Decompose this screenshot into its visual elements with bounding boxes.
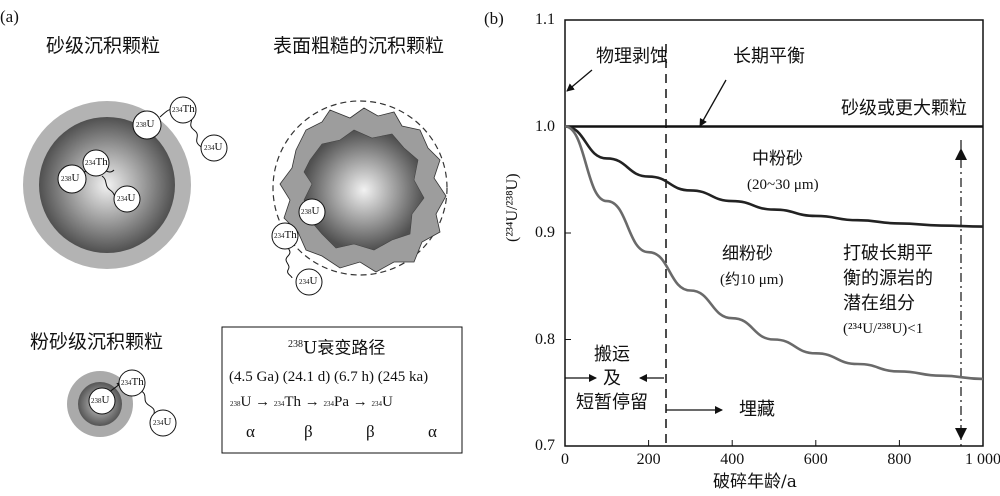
- sand-series-label: 砂级或更大颗粒: [841, 98, 967, 119]
- y-tick-label: 1.0: [535, 117, 555, 135]
- secular-eq-label: 长期平衡: [733, 46, 805, 67]
- y-tick-label: 1.1: [535, 11, 555, 28]
- rough-decay-path: [285, 241, 293, 279]
- nuclide-u238: 238U: [136, 118, 155, 130]
- nuclide-circles: [57, 96, 326, 437]
- medium-silt-series-line: [564, 125, 984, 228]
- transport-label-2: 及: [603, 368, 621, 389]
- arrow-up-head: [955, 148, 967, 160]
- x-tick-label: 1 000: [965, 451, 1000, 468]
- break-eq-line-1: 打破长期平: [843, 243, 933, 264]
- fine-silt-label: 细粉砂: [722, 244, 773, 264]
- rough-grain-title: 表面粗糙的沉积颗粒: [273, 35, 445, 57]
- x-axis-label: 破碎年龄/a: [713, 472, 797, 492]
- burial-label: 埋藏: [739, 399, 775, 420]
- break-eq-line-4: (²³⁴U/²³⁸U)<1: [843, 321, 924, 337]
- axis-ticks: [564, 19, 984, 447]
- physical-weathering-label: 物理剥蚀: [596, 46, 668, 67]
- nuclide-th234: 234Th: [172, 103, 195, 115]
- nuclide-u234: 234U: [117, 192, 136, 204]
- panel-a-label: (a): [0, 7, 19, 26]
- nuclide-u234: 234U: [204, 141, 223, 153]
- decay-path-box: [221, 326, 463, 454]
- y-axis-label: (²³⁴U/²³⁸U): [504, 173, 521, 242]
- arrow-down-head: [955, 428, 967, 440]
- decay-half-lives: (4.5 Ga) (24.1 d) (6.7 h) (245 ka): [229, 369, 429, 385]
- nuclide-u238: 238U: [61, 172, 80, 184]
- nuclide-th234: 234Th: [85, 156, 108, 168]
- medium-silt-label: 中粉砂: [752, 149, 803, 169]
- nuclide-u234: 234U: [299, 275, 318, 287]
- rough-grain: [272, 100, 448, 276]
- decay-chain: 238U → 234Th → 234Pa → 234U: [230, 394, 393, 410]
- nuclide-u238: 238U: [91, 394, 110, 406]
- medium-silt-size: (20~30 μm): [747, 177, 819, 193]
- y-tick-label: 0.9: [535, 224, 555, 241]
- decay-beta-2: β: [366, 422, 375, 441]
- transport-label-3: 短暂停留: [576, 392, 648, 413]
- nuclide-th234: 234Th: [274, 229, 297, 241]
- fine-silt-series-line: [564, 125, 984, 381]
- x-tick-label: 800: [887, 451, 912, 468]
- decay-box-title: 238U衰变路径: [288, 338, 386, 359]
- decay-alpha-2: α: [428, 422, 437, 441]
- x-tick-label: 400: [720, 451, 745, 468]
- decay-alpha-1: α: [246, 422, 255, 441]
- y-tick-label: 0.8: [535, 330, 555, 348]
- decay-beta-1: β: [304, 422, 313, 441]
- nuclide-th234: 234Th: [121, 376, 144, 388]
- sand-grain-title: 砂级沉积颗粒: [46, 35, 161, 57]
- panel-b-label: (b): [484, 9, 504, 28]
- break-eq-line-3: 潜在组分: [843, 293, 915, 314]
- plot-frame: [564, 19, 984, 447]
- x-tick-label: 200: [636, 451, 661, 468]
- x-tick-label: 0: [561, 451, 569, 468]
- secular-eq-arrow: [699, 79, 727, 127]
- physical-weathering-arrow: [566, 69, 593, 92]
- fine-silt-size: (约10 μm): [720, 272, 784, 288]
- transport-label-1: 搬运: [594, 344, 630, 365]
- series-group: [564, 125, 984, 381]
- nuclide-u234: 234U: [153, 416, 172, 428]
- y-tick-label: 0.7: [535, 437, 555, 454]
- nuclide-u238: 238U: [301, 205, 320, 217]
- x-tick-label: 600: [803, 451, 828, 468]
- silt-grain-title: 粉砂级沉积颗粒: [30, 331, 164, 353]
- break-eq-line-2: 衡的源岩的: [843, 268, 933, 289]
